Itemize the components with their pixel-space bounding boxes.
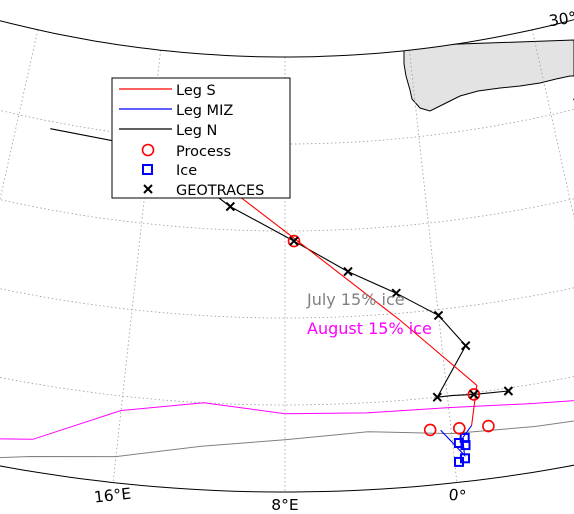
geotraces-station-4	[433, 310, 444, 321]
legend-label-leg-miz: Leg MIZ	[176, 103, 233, 119]
july-ice-label: July 15% ice	[306, 290, 405, 309]
geotraces-station-8	[225, 201, 236, 212]
ice-station-2	[460, 440, 471, 451]
process-station-4	[423, 423, 437, 437]
august-ice-label: August 15% ice	[307, 319, 432, 338]
process-station-1	[467, 388, 481, 401]
ice-station-1	[453, 438, 464, 448]
geotraces-station-5	[391, 288, 401, 298]
graticule-lat-3	[0, 254, 574, 319]
legend-marker-geotraces	[143, 184, 153, 194]
lon-label-3: 16°E	[93, 485, 132, 507]
geotraces-station-6	[343, 266, 353, 277]
lat-label-1: 36°S	[571, 90, 574, 114]
ice-station-4	[454, 456, 464, 467]
process-station-0	[287, 234, 301, 248]
legend-marker-ice	[142, 164, 153, 175]
graticule-lon-0	[531, 29, 574, 455]
august-ice-edge	[0, 385, 574, 440]
legend-label-leg-s: Leg S	[176, 83, 216, 99]
legend-label-leg-n: Leg N	[176, 123, 217, 139]
july-ice-edge	[0, 400, 574, 460]
geotraces-station-1	[469, 389, 479, 400]
graticule-lat-2	[0, 171, 574, 232]
map-frame	[0, 19, 574, 493]
process-station-3	[452, 421, 466, 435]
graticule-lon-4	[0, 29, 39, 455]
graticule-lat-4	[0, 337, 574, 406]
legend: Leg S Leg MIZ Leg N Process Ice GEOTRACE…	[111, 77, 291, 199]
process-station-2	[482, 419, 495, 433]
geotraces-station-7	[289, 236, 299, 246]
lon-label-2: 8°E	[271, 496, 298, 514]
geotraces-station-2	[432, 392, 443, 402]
lon-label-1: 0°	[448, 486, 467, 506]
legend-label-ice: Ice	[176, 163, 197, 179]
geotraces-station-3	[460, 340, 471, 351]
legend-label-process: Process	[176, 144, 231, 160]
geotraces-station-0	[503, 386, 514, 396]
graticule-lon-1	[409, 50, 458, 483]
legend-label-geotraces: GEOTRACES	[176, 183, 264, 199]
lat-label-0: 30°S	[548, 7, 574, 31]
legend-marker-process	[141, 143, 155, 157]
legend-box	[111, 77, 291, 199]
africa-land	[403, 39, 574, 112]
